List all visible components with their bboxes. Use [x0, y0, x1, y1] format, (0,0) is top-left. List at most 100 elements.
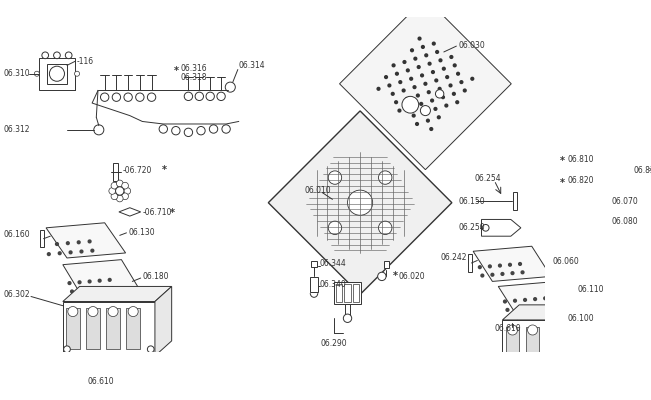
Text: 06.080: 06.080 — [611, 217, 638, 226]
Circle shape — [111, 182, 118, 189]
Polygon shape — [503, 305, 611, 320]
Circle shape — [100, 93, 109, 101]
Circle shape — [378, 221, 392, 234]
Circle shape — [124, 188, 131, 194]
Circle shape — [546, 304, 549, 309]
Polygon shape — [340, 0, 511, 170]
Circle shape — [210, 125, 217, 133]
Circle shape — [508, 263, 512, 267]
Circle shape — [98, 278, 102, 283]
Circle shape — [87, 279, 92, 284]
Polygon shape — [46, 223, 126, 258]
Bar — [62, 302, 155, 356]
Bar — [66, 308, 79, 349]
Circle shape — [470, 77, 475, 81]
Circle shape — [94, 125, 104, 135]
Circle shape — [378, 171, 392, 184]
Circle shape — [222, 125, 230, 133]
Polygon shape — [482, 220, 521, 236]
Bar — [513, 192, 517, 210]
Circle shape — [455, 100, 460, 104]
Text: 06.344: 06.344 — [320, 259, 346, 268]
Bar — [383, 261, 389, 268]
Circle shape — [397, 108, 402, 113]
Circle shape — [438, 58, 443, 62]
Circle shape — [435, 50, 439, 54]
Circle shape — [442, 67, 446, 71]
Circle shape — [402, 96, 419, 113]
Circle shape — [480, 274, 484, 278]
Circle shape — [109, 188, 116, 194]
Circle shape — [117, 180, 123, 187]
Circle shape — [122, 182, 128, 189]
Circle shape — [413, 56, 417, 61]
Text: 06.110: 06.110 — [578, 285, 604, 294]
Text: 06.254: 06.254 — [475, 174, 501, 183]
Text: 06.820: 06.820 — [568, 176, 594, 186]
Circle shape — [437, 87, 442, 91]
Text: 06.610: 06.610 — [494, 324, 521, 333]
Circle shape — [411, 114, 416, 118]
Circle shape — [424, 53, 428, 58]
Circle shape — [428, 62, 432, 66]
Bar — [39, 58, 74, 90]
Circle shape — [437, 115, 441, 119]
Text: *: * — [649, 167, 651, 177]
Text: 06.830: 06.830 — [633, 166, 651, 175]
Bar — [106, 308, 120, 349]
Circle shape — [116, 187, 124, 195]
Text: 06.810: 06.810 — [568, 155, 594, 164]
Circle shape — [376, 87, 381, 91]
Circle shape — [409, 77, 413, 81]
Circle shape — [456, 72, 460, 76]
Circle shape — [445, 75, 449, 79]
Circle shape — [55, 242, 59, 246]
Bar — [311, 277, 318, 292]
Bar — [503, 320, 594, 374]
Circle shape — [449, 83, 452, 88]
Circle shape — [434, 78, 438, 82]
Text: *: * — [561, 156, 565, 166]
Circle shape — [77, 280, 81, 284]
Circle shape — [587, 364, 594, 371]
Circle shape — [100, 364, 110, 374]
Circle shape — [53, 52, 61, 59]
Text: *: * — [393, 271, 398, 281]
Circle shape — [426, 118, 430, 123]
Circle shape — [596, 158, 623, 185]
Circle shape — [434, 107, 437, 111]
Circle shape — [527, 325, 538, 335]
Circle shape — [147, 346, 154, 352]
Circle shape — [417, 36, 422, 41]
Circle shape — [444, 104, 449, 108]
Text: 06.610: 06.610 — [88, 376, 115, 386]
Text: 06.070: 06.070 — [611, 196, 638, 206]
Text: -06.720: -06.720 — [122, 166, 152, 174]
Circle shape — [74, 71, 79, 76]
Circle shape — [87, 239, 92, 244]
Circle shape — [429, 127, 434, 131]
Circle shape — [452, 63, 457, 68]
Circle shape — [602, 164, 617, 179]
Bar — [467, 254, 472, 272]
Circle shape — [415, 122, 419, 126]
Circle shape — [394, 100, 398, 104]
Bar — [344, 284, 351, 302]
Circle shape — [402, 88, 406, 92]
Text: *: * — [170, 208, 175, 218]
Circle shape — [523, 298, 527, 302]
Circle shape — [508, 325, 518, 335]
Circle shape — [90, 248, 94, 253]
Circle shape — [421, 45, 425, 49]
Circle shape — [206, 92, 214, 100]
Circle shape — [172, 126, 180, 135]
Text: 06.318: 06.318 — [180, 72, 206, 82]
Circle shape — [112, 93, 120, 101]
Circle shape — [398, 80, 402, 84]
Circle shape — [49, 66, 64, 81]
Bar — [353, 284, 359, 302]
Bar — [345, 304, 350, 316]
Circle shape — [421, 106, 430, 116]
Bar — [583, 150, 589, 172]
Circle shape — [79, 250, 83, 254]
